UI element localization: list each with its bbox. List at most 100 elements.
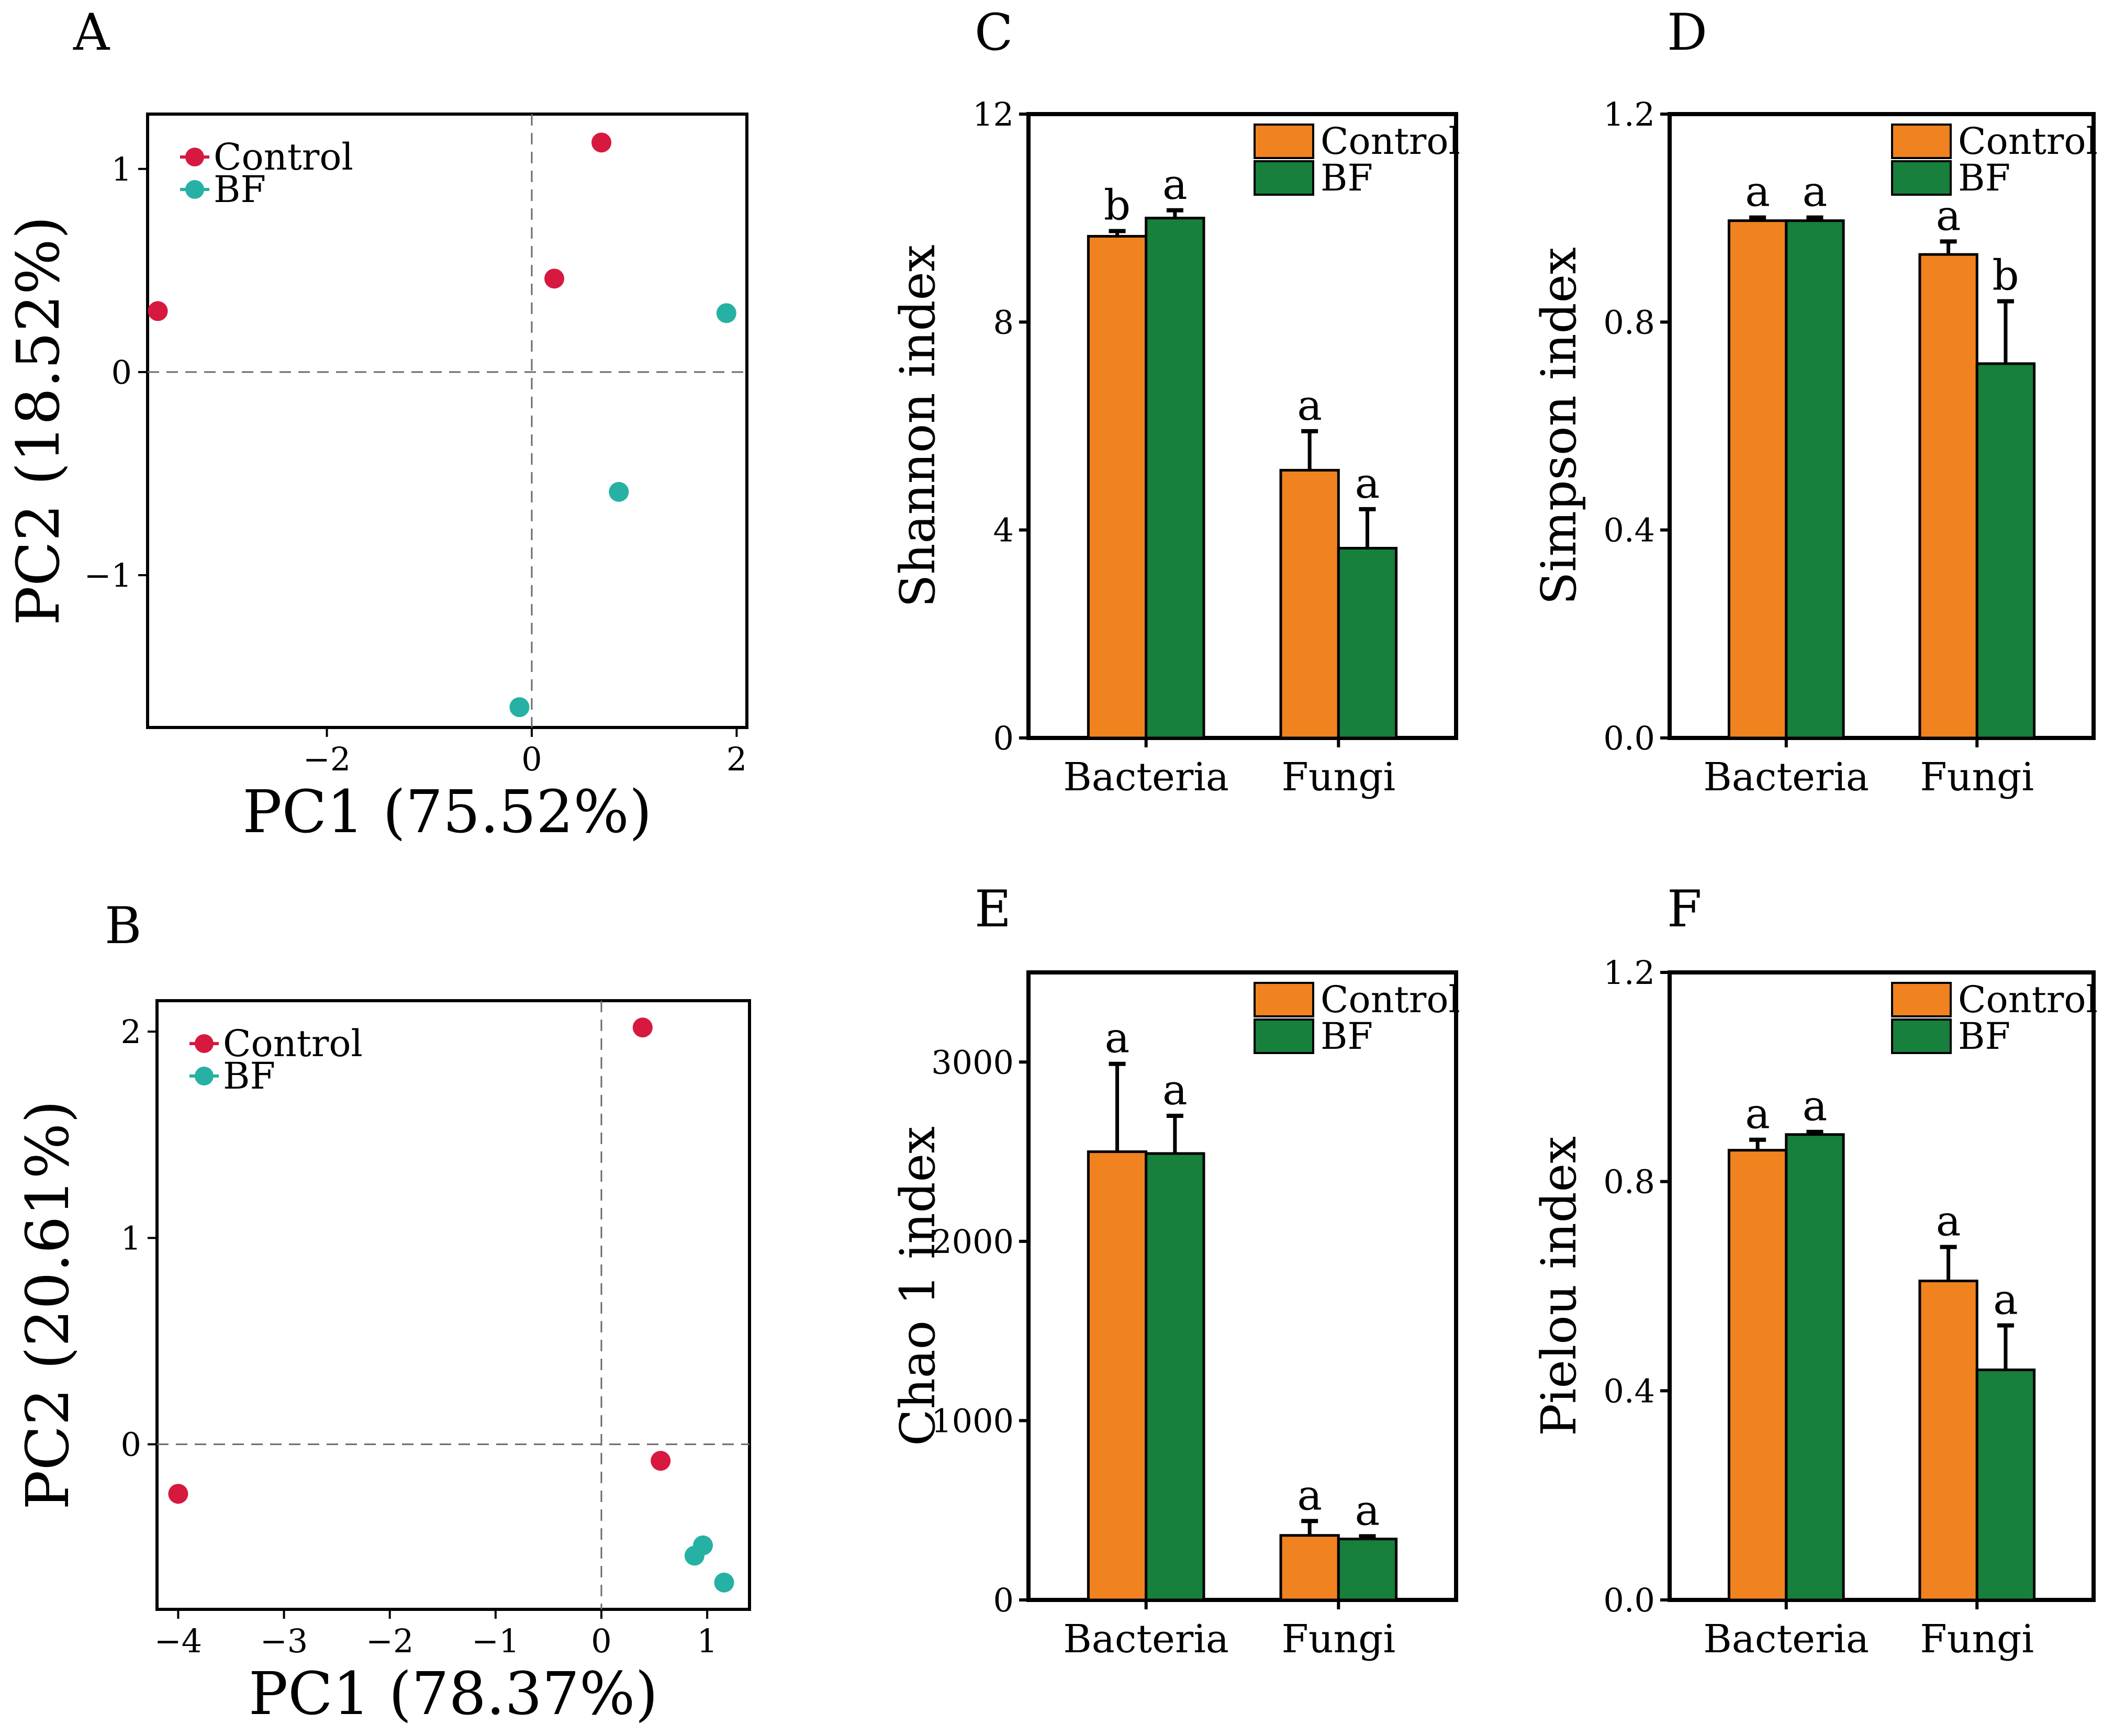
point-control [651,1451,671,1471]
legend-label: BF [1958,1015,2010,1058]
legend-label: BF [1958,156,2010,199]
y-axis-label: Chao 1 index [890,1126,946,1446]
y-tick-label: 1000 [931,1402,1014,1440]
bar-control [1727,219,1788,740]
panel-label: C [975,3,1013,62]
plot-frame [146,113,748,729]
x-tick-label: −3 [260,1622,308,1660]
point-control [148,301,168,321]
significance-label: a [1297,1471,1322,1519]
bar-bf [1975,362,2036,740]
legend-label: BF [214,168,266,211]
x-axis-label: PC1 (78.37%) [249,1660,658,1728]
significance-label: a [1993,1275,2018,1324]
bar-control [1087,1150,1148,1601]
bar-control [1918,1280,1978,1601]
x-tick-label: −2 [366,1622,413,1660]
x-tick-label: −1 [472,1622,519,1660]
y-tick-label: 3000 [931,1043,1014,1081]
y-tick-label: 2000 [931,1223,1014,1261]
panel-a: A −2 0 2 −1 0 1 PC1 (75.52%) PC2 (18.52%) Control… [5,3,748,846]
panel-label: E [975,880,1011,938]
x-tick-label: 0 [591,1622,611,1660]
point-control [168,1484,188,1504]
panel-b: B −4 −3 −2 −1 0 1 0 1 2 PC1 (78.37%) PC2 (20.61%) Co… [14,897,751,1728]
x-axis-label: PC1 (75.52%) [242,778,652,846]
legend-swatch-bf [1254,1018,1314,1054]
legend-label: BF [1321,156,1373,199]
x-tick-label: −2 [303,740,351,778]
significance-label: a [1297,381,1322,430]
panel-d: D 0.0 0.4 0.8 1.2 Bacteria Fungi Simpson index a… [1531,3,2098,800]
bar-control [1918,253,1978,740]
x-tick-label: 1 [697,1622,717,1660]
legend-swatch-control [1891,982,1952,1017]
y-tick-label: 0.8 [1603,303,1655,341]
panel-label: F [1667,880,1702,938]
significance-label: a [1745,167,1770,216]
legend-label: Control [214,136,353,178]
plot-frame [1026,112,1458,740]
x-tick-label: Bacteria [1703,755,1869,800]
legend-swatch-control [1254,982,1314,1017]
point-bf [509,697,530,718]
legend-label: Control [1321,120,1460,163]
significance-label: a [1803,167,1828,216]
y-tick-label: 0 [993,1581,1014,1619]
panel-label: B [105,897,142,955]
significance-label: a [1355,459,1380,508]
y-tick-label: 1.2 [1603,954,1655,992]
y-tick-label: 0.4 [1603,511,1655,550]
legend-marker-control [195,1034,214,1053]
point-bf [609,481,629,502]
legend-swatch-bf [1891,160,1952,196]
x-tick-label: Bacteria [1063,1617,1229,1662]
x-tick-label: Fungi [1281,1617,1395,1662]
plot-frame [1668,112,2096,740]
significance-label: a [1162,1066,1188,1114]
y-tick-label: 0 [111,353,132,391]
y-tick-label: 0.0 [1603,719,1655,757]
y-tick-label: 1.2 [1603,95,1655,133]
significance-label: a [1936,191,1961,240]
point-bf [716,303,736,323]
bar-bf [1145,1152,1205,1601]
y-axis-label: PC2 (18.52%) [5,216,73,625]
legend-swatch-control [1254,124,1314,159]
panel-e: E 0 1000 2000 3000 Bacteria Fungi Chao 1 index a… [890,880,1460,1662]
plot-frame [1668,970,2096,1602]
y-axis-label: Shannon index [890,244,946,607]
y-tick-label: 0.8 [1603,1163,1655,1201]
legend-label: BF [1321,1015,1373,1058]
significance-label: a [1745,1090,1770,1138]
legend-label: BF [223,1055,275,1097]
legend-label: Control [223,1022,363,1065]
y-axis-label: Simpson index [1531,247,1587,605]
y-axis-label: Pielou index [1531,1136,1587,1436]
bar-bf [1785,1133,1845,1601]
legend-swatch-bf [1891,1018,1952,1054]
panel-label: A [73,3,110,62]
y-tick-label: 8 [993,303,1014,341]
bar-control [1727,1149,1788,1601]
y-tick-label: 12 [972,95,1014,133]
significance-label: a [1162,160,1188,209]
y-tick-label: 0 [121,1426,141,1464]
y-tick-label: 0.0 [1603,1581,1655,1619]
legend-marker-bf [195,1067,214,1085]
y-tick-label: 1 [111,150,132,188]
significance-label: b [1992,251,2019,300]
x-tick-label: −4 [154,1622,202,1660]
y-tick-label: 0 [993,719,1014,757]
bar-control [1087,234,1148,740]
legend-swatch-bf [1254,160,1314,196]
significance-label: a [1355,1486,1380,1535]
panel-label: D [1667,3,1707,62]
x-tick-label: Bacteria [1703,1617,1869,1662]
y-axis-label: PC2 (20.61%) [14,1100,82,1509]
y-tick-label: 4 [993,511,1014,550]
significance-label: b [1104,181,1131,230]
plot-frame [155,999,751,1611]
